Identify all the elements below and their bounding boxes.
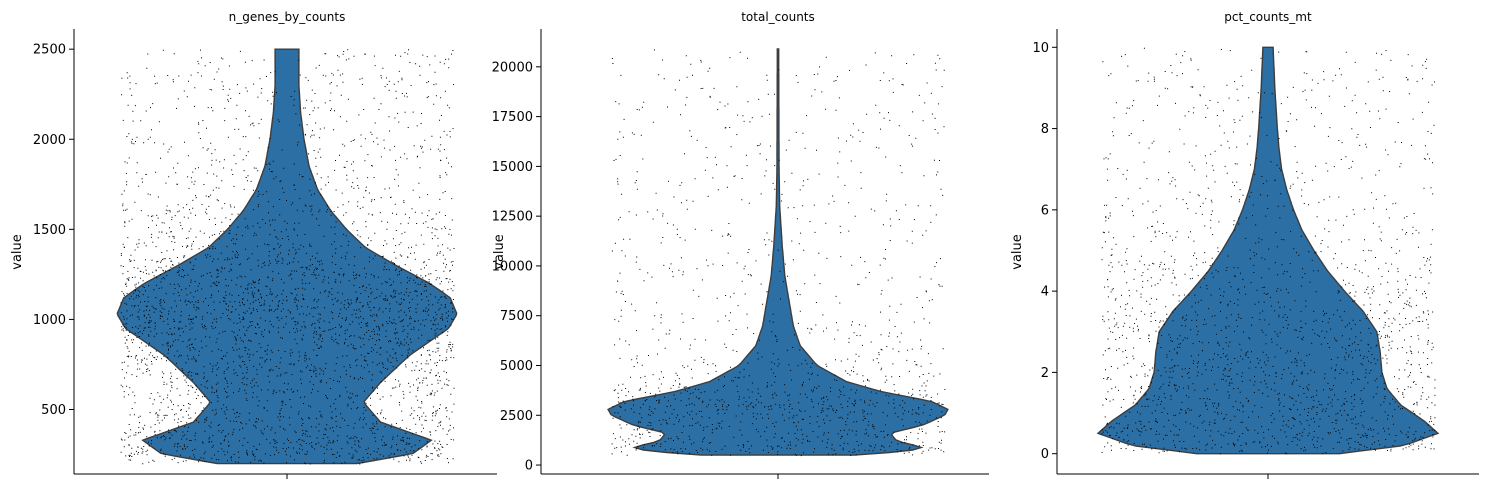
y-tick-label: 6 xyxy=(1041,203,1049,218)
y-tick-label: 2000 xyxy=(33,133,66,148)
panel-total-counts: total_counts value 0 2500 5000 7500 10000 125… xyxy=(492,10,989,479)
violin-layer xyxy=(607,48,949,456)
y-tick-label: 15000 xyxy=(492,160,533,175)
panel-title: total_counts xyxy=(741,10,815,24)
axes-layer: 0 2 4 6 8 10 xyxy=(1032,29,1479,479)
y-tick-label: 4 xyxy=(1041,285,1049,300)
panel-title: pct_counts_mt xyxy=(1224,10,1312,24)
violin-body xyxy=(1096,46,1440,455)
y-tick-label: 2 xyxy=(1041,366,1049,381)
y-tick-label: 5000 xyxy=(500,359,533,374)
y-tick-label: 2500 xyxy=(33,43,66,58)
violin-layer xyxy=(116,48,458,465)
violin-layer xyxy=(1096,46,1440,455)
y-tick-label: 7500 xyxy=(500,309,533,324)
y-tick-label: 8 xyxy=(1041,122,1049,137)
y-tick-label: 20000 xyxy=(492,60,533,75)
y-tick-label: 2500 xyxy=(500,409,533,424)
y-tick-label: 12500 xyxy=(492,210,533,225)
violin-body xyxy=(116,48,458,465)
y-axis-label: value xyxy=(492,234,507,270)
y-tick-label: 17500 xyxy=(492,110,533,125)
y-axis-label: value xyxy=(1010,234,1025,270)
y-tick-label: 500 xyxy=(41,403,66,418)
y-tick-label: 1000 xyxy=(33,313,66,328)
violin-body xyxy=(607,48,949,456)
y-tick-label: 0 xyxy=(1041,447,1049,462)
y-tick-label: 10000 xyxy=(492,259,533,274)
y-axis-label: value xyxy=(10,234,25,270)
y-tick-label: 0 xyxy=(525,459,533,474)
y-tick-label: 10 xyxy=(1032,41,1049,56)
panel-title: n_genes_by_counts xyxy=(229,10,346,24)
panel-pct-counts-mt: pct_counts_mt value 0 2 4 6 8 10 xyxy=(1010,10,1479,479)
y-tick-label: 1500 xyxy=(33,223,66,238)
axes-layer: 0 2500 5000 7500 10000 12500 15000 17500 20000 xyxy=(492,29,989,479)
panel-n-genes-by-counts: n_genes_by_counts value 500 1000 1500 2000 2… xyxy=(10,10,497,479)
axes-layer: 500 1000 1500 2000 2500 xyxy=(33,29,497,479)
